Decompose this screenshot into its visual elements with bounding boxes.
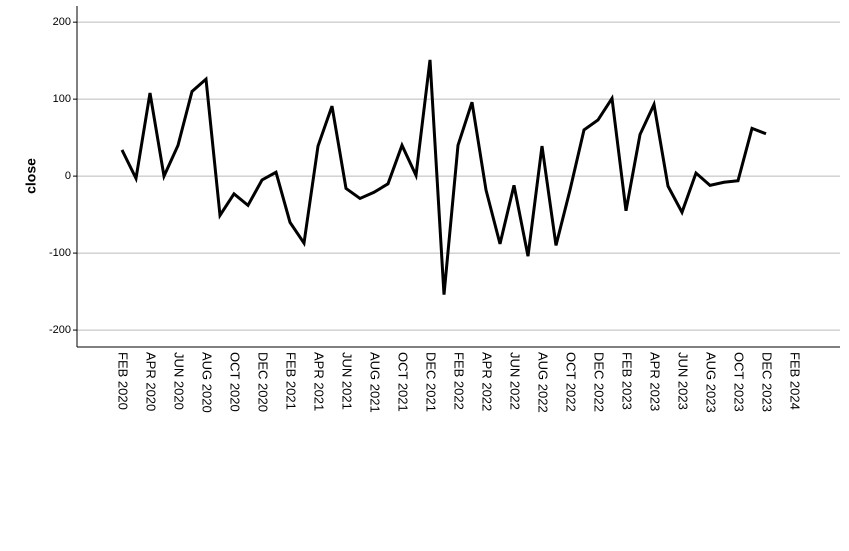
x-tick-label: APR 2022 <box>480 352 495 411</box>
x-tick-label: DEC 2022 <box>592 352 607 412</box>
x-tick-label: JUN 2020 <box>172 352 187 410</box>
y-tick-label: 0 <box>65 170 71 182</box>
x-tick-label: OCT 2022 <box>564 352 579 412</box>
x-tick-label: FEB 2024 <box>788 352 803 410</box>
x-tick-label: DEC 2020 <box>256 352 271 412</box>
x-tick-label: FEB 2022 <box>452 352 467 410</box>
y-tick-label: 100 <box>53 93 71 105</box>
x-tick-label: FEB 2021 <box>284 352 299 410</box>
x-tick-label: AUG 2021 <box>368 352 383 413</box>
y-tick-label: 200 <box>53 16 71 28</box>
x-tick-label: OCT 2020 <box>228 352 243 412</box>
x-tick-label: APR 2023 <box>648 352 663 411</box>
x-tick-label: OCT 2021 <box>396 352 411 412</box>
x-tick-label: JUN 2021 <box>340 352 355 410</box>
x-tick-label: DEC 2023 <box>760 352 775 412</box>
x-tick-label: AUG 2020 <box>200 352 215 413</box>
y-tick-label: -100 <box>49 247 71 259</box>
x-tick-label: JUN 2023 <box>676 352 691 410</box>
y-axis-label: close <box>23 158 39 194</box>
line <box>120 59 767 295</box>
x-tick-label: DEC 2021 <box>424 352 439 412</box>
x-tick-label: OCT 2023 <box>732 352 747 412</box>
x-tick-label: AUG 2022 <box>536 352 551 413</box>
x-tick-label: APR 2020 <box>144 352 159 411</box>
x-tick-label: FEB 2020 <box>116 352 131 410</box>
x-tick-label: JUN 2022 <box>508 352 523 410</box>
x-tick-label: AUG 2023 <box>704 352 719 413</box>
y-tick-label: -200 <box>49 324 71 336</box>
x-tick-label: APR 2021 <box>312 352 327 411</box>
x-tick-label: FEB 2023 <box>620 352 635 410</box>
